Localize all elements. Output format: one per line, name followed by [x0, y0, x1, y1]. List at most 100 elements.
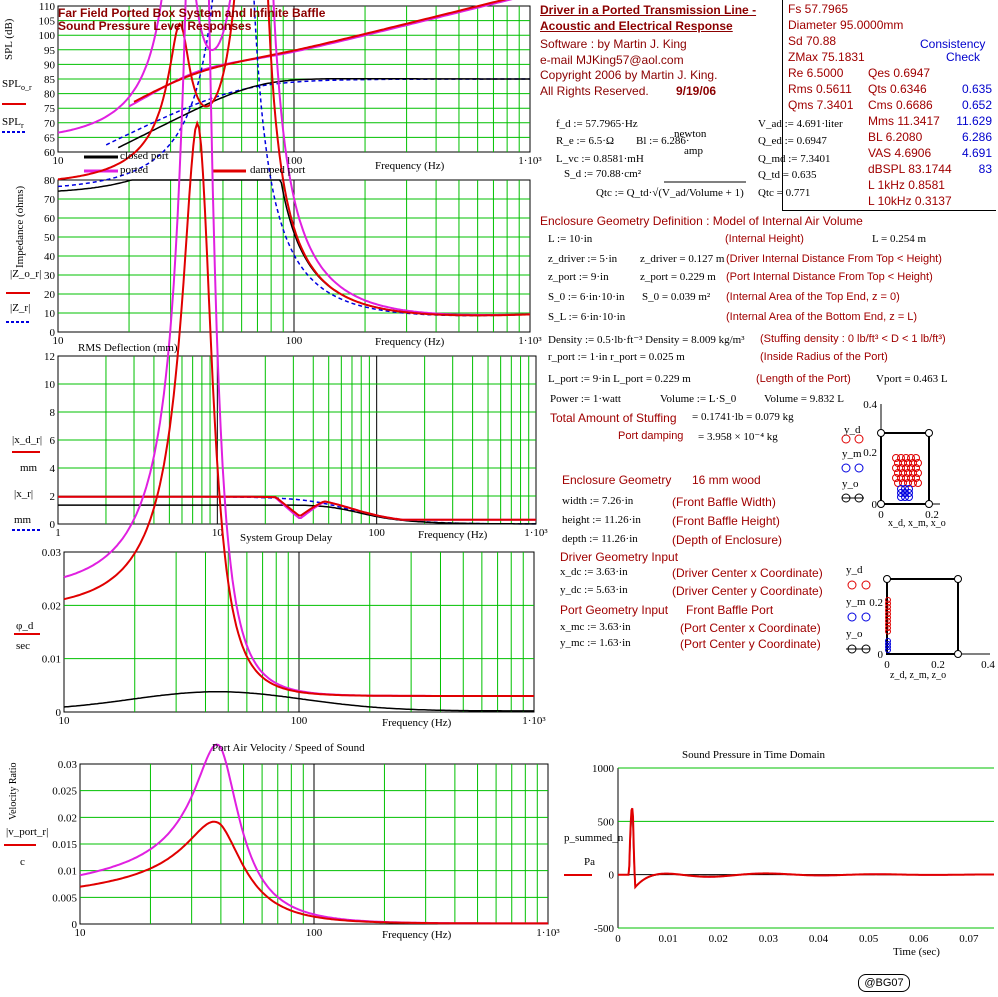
time-label: p_summed_n	[564, 832, 624, 844]
geo-row-left: height := 11.26·in	[562, 514, 641, 526]
mini2-driver-marker	[885, 607, 891, 614]
time-unit: Pa	[584, 856, 595, 868]
time-ytick: -500	[594, 923, 615, 935]
vel-ylabel: Velocity Ratio	[8, 762, 19, 821]
dp-qtd: Q_td = 0.635	[758, 169, 817, 181]
time-title: Sound Pressure in Time Domain	[682, 749, 826, 761]
mini1-port-marker	[905, 489, 913, 497]
geo-port-sub: Front Baffle Port	[686, 603, 774, 617]
param-check: 0.635	[961, 82, 992, 96]
geo-row-note: (Depth of Enclosure)	[672, 533, 783, 547]
spl-ytick: 85	[44, 74, 56, 86]
vel-xtick: 1·10³	[536, 927, 560, 939]
vel-ytick: 0.005	[52, 892, 77, 904]
param-mid: Mms 11.3417	[868, 114, 940, 128]
rms-ytick: 8	[50, 407, 56, 419]
spl-ytick: 80	[44, 89, 56, 101]
vel-unit: c	[20, 856, 25, 868]
time-xtick: 0.06	[909, 933, 929, 945]
dp-fd: f_d := 57.7965·Hz	[556, 118, 638, 130]
mini2-corner-marker	[883, 575, 891, 583]
spl-ytick: 65	[44, 132, 56, 144]
imp-label-2: |Z_r|	[10, 302, 31, 314]
mini1-port-marker	[897, 485, 905, 493]
mini1-port-marker	[905, 485, 913, 493]
vel-ytick: 0	[72, 919, 78, 931]
imp-ytick: 60	[44, 213, 56, 225]
geo-driver-note: (Driver Center x Coordinate)	[672, 566, 823, 580]
param-check: 83	[978, 162, 992, 176]
mini1-driver-marker	[914, 469, 922, 477]
param-check: 4.691	[961, 146, 992, 160]
enc-density: Density := 0.5·lb·ft⁻³ Density = 8.009 k…	[548, 334, 745, 346]
mini2-ytick: 0.2	[869, 597, 883, 609]
param-mid: BL 6.2080	[868, 130, 923, 144]
param-fs: Fs 57.7965	[788, 2, 849, 16]
enc-vport: Vport = 0.463 L	[876, 373, 948, 385]
imp-xtick: 100	[286, 335, 303, 347]
enc-row-note: (Internal Area of the Top End, z = 0)	[726, 291, 900, 303]
driver-params-box	[782, 0, 996, 211]
legend-ported: ported	[120, 164, 149, 176]
mini1-xlabel: x_d, x_m, x_o	[888, 518, 946, 529]
spl-title-line1: Far Field Ported Box System and Infinite…	[58, 6, 326, 20]
vel-ytick: 0.025	[52, 786, 77, 798]
mini2-legend-ym	[861, 612, 871, 622]
dp-qtc: Qtc = 0.771	[758, 187, 811, 199]
gd-xtick: 100	[291, 715, 308, 727]
header-date: 9/19/06	[676, 84, 717, 98]
mini2-legend-yd	[861, 580, 871, 590]
param-mid: dBSPL 83.1744	[868, 162, 952, 176]
gd-unit: sec	[16, 640, 31, 652]
header-title-1: Driver in a Ported Transmission Line -	[540, 3, 757, 17]
param-left: Qms 7.3401	[788, 98, 854, 112]
mini1-driver-marker	[892, 454, 900, 462]
dp-lvc: L_vc := 0.8581·mH	[556, 153, 644, 165]
vel-ytick: 0.03	[58, 759, 78, 771]
header-email: e-mail MJKing57@aol.com	[540, 53, 684, 67]
enc-rport: r_port := 1·in r_port = 0.025 m	[548, 351, 685, 363]
rms-unit-1: mm	[20, 462, 38, 474]
mini2-port-marker	[885, 647, 891, 653]
geo-title: Enclosure Geometry	[562, 473, 672, 487]
rms-ytick: 4	[50, 463, 56, 475]
imp-label-1: |Z_o_r|	[10, 268, 42, 280]
mini1-port-marker	[901, 493, 909, 501]
geo-row-left: width := 7.26·in	[562, 495, 634, 507]
enc-row-left: S_0 := 6·in·10·in	[548, 291, 625, 303]
spl-ported	[128, 0, 513, 108]
spl-ytick: 95	[44, 45, 56, 57]
param-check: 0.652	[961, 98, 992, 112]
gd-xtick: 10	[59, 715, 71, 727]
mini2-driver-marker	[885, 625, 891, 631]
enc-rport-note: (Inside Radius of the Port)	[760, 351, 888, 363]
mini1-corner-marker	[877, 429, 885, 437]
mini1-corner-marker	[877, 500, 885, 508]
gd-damped-port	[63, 120, 534, 697]
geo-row-note: (Front Baffle Width)	[672, 495, 776, 509]
mini2-xtick: 0.4	[981, 659, 995, 671]
dp-qed: Q_ed := 0.6947	[758, 135, 827, 147]
mini1-driver-marker	[914, 479, 922, 487]
mini1-legend-ym	[854, 463, 864, 473]
mini2-legend-yo	[847, 644, 857, 654]
header-copyright: Copyright 2006 by Martin J. King.	[540, 68, 718, 82]
mini1-box-outline	[880, 432, 930, 505]
rms-damped-port	[58, 495, 536, 521]
rms-label-2: |x_r|	[14, 488, 34, 500]
mini2-driver-marker	[885, 618, 891, 624]
spl-ytick: 110	[39, 1, 56, 13]
enclosure-title: Enclosure Geometry Definition : Model of…	[540, 214, 863, 228]
geo-port-left: x_mc := 3.63·in	[560, 621, 631, 633]
enc-row-val: L = 0.254 m	[872, 233, 927, 245]
mini2-driver-marker	[885, 604, 891, 610]
imp-ytick: 80	[44, 175, 56, 187]
enc-lport-note: (Length of the Port)	[756, 373, 851, 385]
mini2-legend-ym	[847, 612, 857, 622]
enc-row-left: S_L := 6·in·10·in	[548, 311, 626, 323]
gd-xlabel: Frequency (Hz)	[382, 717, 452, 729]
mini2-driver-marker	[885, 597, 891, 603]
gd-ytick: 0.02	[42, 600, 61, 612]
gd-closed-port	[63, 690, 534, 712]
mini1-legend-yo	[854, 493, 864, 503]
